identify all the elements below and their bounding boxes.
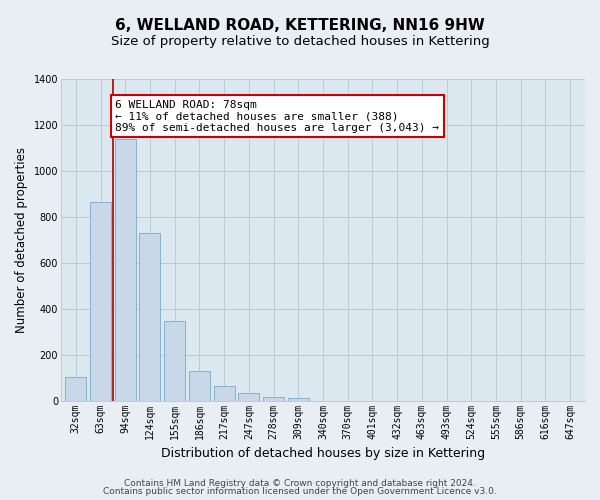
- Text: 6, WELLAND ROAD, KETTERING, NN16 9HW: 6, WELLAND ROAD, KETTERING, NN16 9HW: [115, 18, 485, 32]
- Text: Size of property relative to detached houses in Kettering: Size of property relative to detached ho…: [110, 35, 490, 48]
- X-axis label: Distribution of detached houses by size in Kettering: Distribution of detached houses by size …: [161, 447, 485, 460]
- Bar: [90, 202, 111, 400]
- Text: Contains public sector information licensed under the Open Government Licence v3: Contains public sector information licen…: [103, 487, 497, 496]
- Text: 6 WELLAND ROAD: 78sqm
← 11% of detached houses are smaller (388)
89% of semi-det: 6 WELLAND ROAD: 78sqm ← 11% of detached …: [115, 100, 439, 133]
- Y-axis label: Number of detached properties: Number of detached properties: [15, 147, 28, 333]
- Bar: [139, 233, 160, 400]
- Bar: [115, 138, 136, 400]
- Bar: [263, 396, 284, 400]
- Bar: [238, 394, 259, 400]
- Text: Contains HM Land Registry data © Crown copyright and database right 2024.: Contains HM Land Registry data © Crown c…: [124, 478, 476, 488]
- Bar: [189, 371, 210, 400]
- Bar: [65, 376, 86, 400]
- Bar: [288, 398, 309, 400]
- Bar: [164, 322, 185, 400]
- Bar: [214, 386, 235, 400]
